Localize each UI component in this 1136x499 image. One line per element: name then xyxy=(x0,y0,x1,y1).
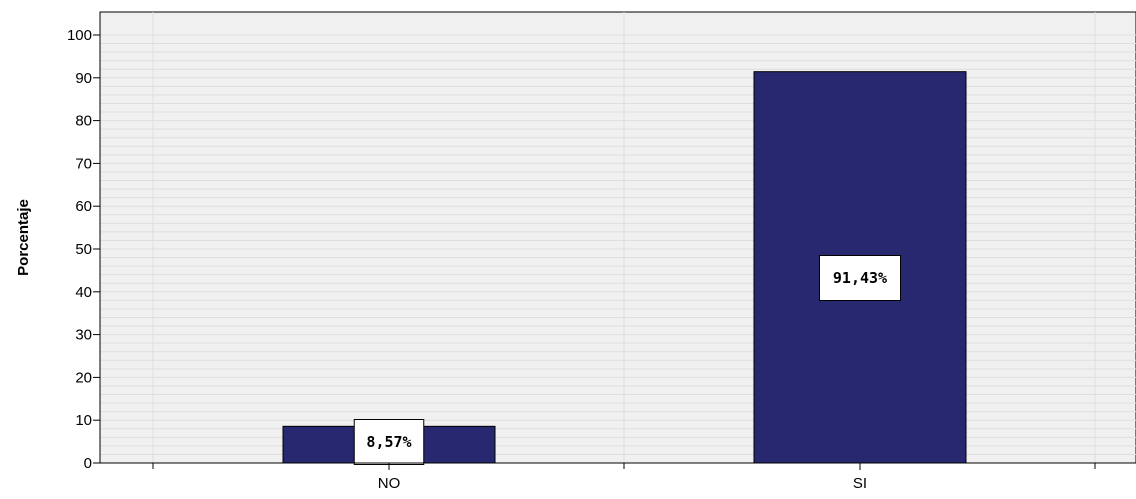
y-tick-label: 40 xyxy=(75,284,92,301)
y-tick-label: 60 xyxy=(75,198,92,215)
y-tick-label: 50 xyxy=(75,241,92,258)
y-tick-label: 70 xyxy=(75,155,92,172)
axes: 0 10 20 30 40 50 60 70 80 90 100 NO SI xyxy=(67,12,1136,492)
y-axis-title: Porcentaje xyxy=(15,199,32,276)
y-tick-label: 10 xyxy=(75,412,92,429)
data-labels: 8,57% 91,43% xyxy=(353,255,901,465)
data-label-box xyxy=(353,419,425,465)
y-tick-label: 80 xyxy=(75,113,92,130)
y-tick-label: 30 xyxy=(75,327,92,344)
y-tick-label: 20 xyxy=(75,369,92,386)
y-tick-label: 0 xyxy=(84,455,92,472)
y-tick-label: 100 xyxy=(67,27,92,44)
y-tick-label: 90 xyxy=(75,70,92,87)
data-label: 8,57% xyxy=(366,433,411,451)
x-tick-label: SI xyxy=(853,475,867,492)
plot-area xyxy=(99,11,1136,464)
x-tick-label: NO xyxy=(378,475,401,492)
data-label: 91,43% xyxy=(833,269,887,287)
data-label-box xyxy=(819,255,901,301)
